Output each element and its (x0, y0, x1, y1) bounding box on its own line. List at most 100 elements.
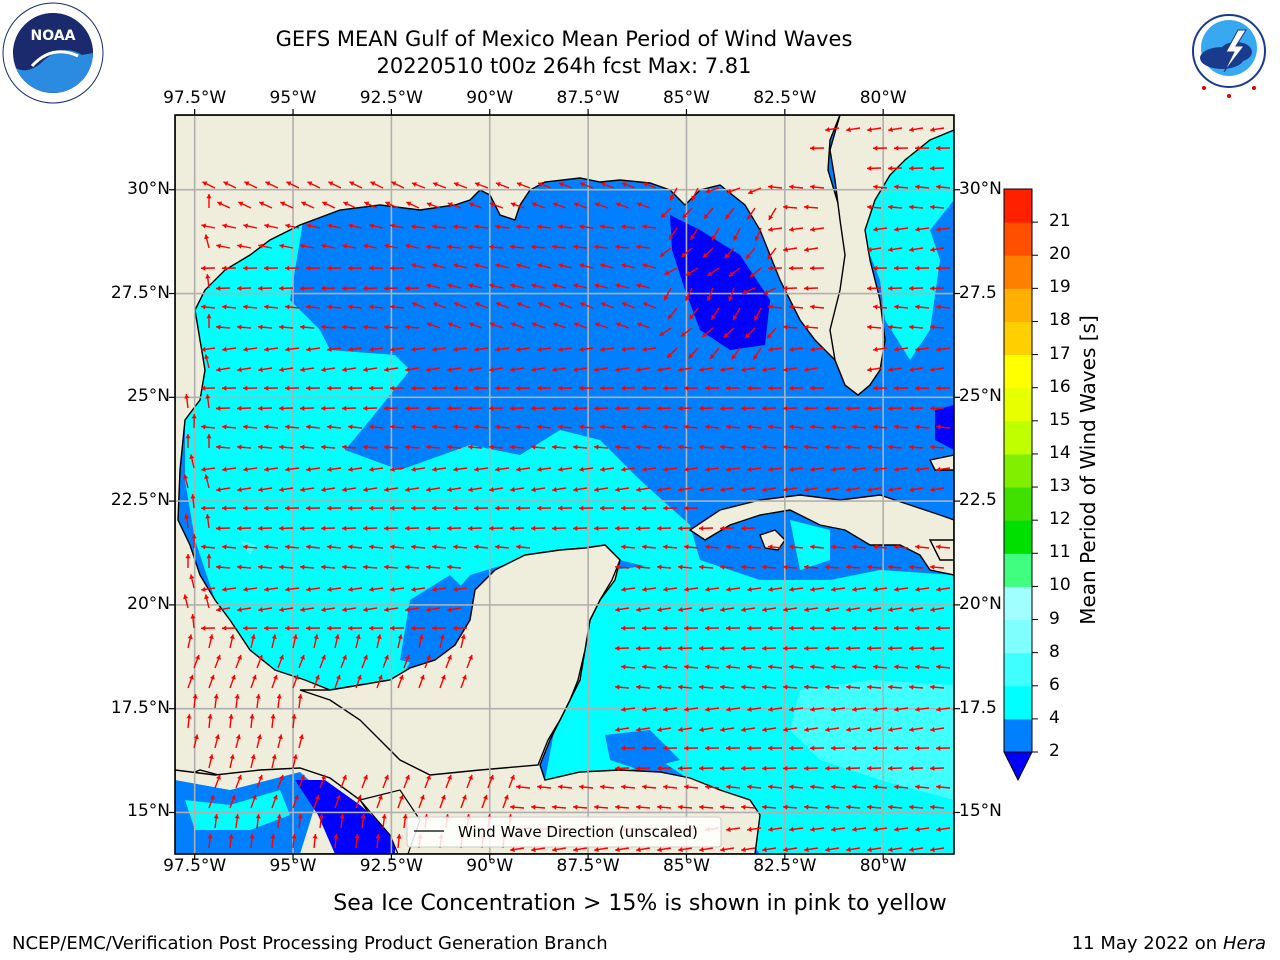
wind-wave-arrowhead (411, 302, 417, 307)
colorbar-segment (1004, 321, 1032, 356)
wind-wave-arrowhead (363, 405, 368, 411)
wind-wave-arrowhead (426, 405, 431, 411)
wind-wave-arrowhead (726, 544, 731, 550)
colorbar-tick-label: 11 (1049, 542, 1071, 563)
wind-wave-arrowhead (659, 251, 665, 257)
wind-wave-arrowhead (461, 794, 467, 800)
wind-wave-arrowhead (558, 346, 563, 352)
wind-wave-arrowhead (300, 285, 305, 291)
wind-wave-arrowhead (440, 674, 446, 680)
wind-wave-arrowhead (704, 213, 709, 219)
wind-wave-arrowhead (272, 794, 278, 800)
wind-wave-arrowhead (237, 444, 242, 450)
wind-wave-arrowhead (343, 201, 349, 207)
wind-wave-arrowhead (600, 424, 605, 430)
wind-wave-arrowhead (768, 625, 773, 631)
wind-wave-arrowhead (258, 654, 263, 660)
wind-wave-arrowhead (867, 444, 872, 450)
wind-wave-arrowhead (741, 804, 746, 810)
wind-wave-arrowhead (867, 405, 872, 411)
wind-wave-arrowhead (201, 385, 206, 391)
wind-wave-arrowhead (300, 366, 305, 373)
axis-ticks (169, 109, 960, 860)
wind-wave-arrowhead (474, 505, 479, 511)
wind-wave-arrowhead (447, 444, 452, 450)
wind-wave-arrowhead (286, 181, 292, 187)
wind-wave-arrowhead (205, 514, 211, 519)
wind-wave-arrowhead (642, 784, 647, 790)
wind-wave-arrowhead (915, 145, 920, 151)
wind-wave-arrowhead (594, 405, 599, 411)
wind-wave-arrowhead (185, 434, 191, 439)
wind-wave-arrowhead (426, 283, 432, 289)
wind-wave-arrowhead (495, 466, 500, 472)
wind-wave-arrowhead (306, 385, 311, 391)
wind-wave-arrowhead (391, 181, 397, 187)
wind-wave-arrowhead (293, 674, 299, 680)
wind-wave-arrowhead (185, 554, 191, 559)
wind-wave-arrowhead (230, 674, 236, 680)
wind-wave-arrowhead (689, 314, 695, 320)
wind-wave-arrowhead (390, 346, 395, 352)
wind-wave-arrowhead (573, 804, 578, 810)
lat-label-left: 30°N (127, 178, 170, 199)
wind-wave-arrowhead (573, 366, 578, 373)
wind-wave-arrowhead (831, 664, 836, 670)
wind-wave-arrowhead (201, 223, 207, 229)
wind-wave-arrowhead (705, 706, 710, 712)
wind-wave-arrowhead (213, 694, 219, 699)
wind-wave-arrowhead (670, 195, 675, 201)
wind-wave-arrowhead (335, 794, 341, 800)
wind-wave-arrowhead (621, 424, 626, 430)
wind-wave-arrowhead (552, 486, 557, 493)
wind-wave-arrowhead (300, 606, 305, 613)
wind-wave-arrowhead (825, 405, 830, 411)
wind-wave-arrowhead (300, 405, 305, 411)
lon-label-top: 85°W (662, 88, 710, 108)
wind-wave-arrowhead (516, 424, 521, 430)
wind-wave-arrowhead (243, 586, 248, 592)
wind-wave-arrowhead (292, 634, 298, 640)
wind-wave-arrowhead (405, 405, 410, 411)
wind-wave-arrowhead (201, 625, 206, 631)
wind-wave-arrowhead (342, 324, 347, 330)
wind-wave-arrowhead (867, 324, 872, 330)
wind-wave-arrowhead (728, 296, 734, 302)
wind-wave-arrowhead (279, 606, 284, 613)
wind-wave-arrowhead (385, 201, 391, 207)
wind-wave-arrowhead (468, 322, 474, 328)
wind-wave-arrowhead (390, 586, 395, 592)
wind-wave-arrowhead (867, 846, 872, 853)
wind-wave-arrowhead (342, 774, 347, 780)
wind-wave-arrowhead (516, 182, 522, 187)
wind-wave-arrowhead (636, 405, 641, 411)
wind-wave-arrowhead (258, 486, 263, 493)
wind-wave-arrowhead (237, 525, 242, 531)
wind-wave-arrowhead (411, 424, 416, 430)
wind-wave-arrowhead (804, 726, 809, 733)
wind-wave-arrowhead (280, 201, 286, 207)
wind-wave-arrowhead (936, 826, 941, 832)
wind-wave-arrowhead (867, 486, 872, 493)
wind-wave-arrowhead (873, 625, 878, 631)
wind-wave-arrowhead (726, 664, 731, 670)
wind-wave-direction-arrows (183, 126, 951, 853)
wind-wave-arrowhead (750, 272, 756, 277)
wind-wave-arrowhead (558, 385, 563, 391)
footer-branch: NCEP/EMC/Verification Post Processing Pr… (12, 933, 608, 954)
wind-wave-arrowhead (321, 654, 326, 660)
wind-wave-arrowhead (285, 424, 290, 430)
wind-wave-arrowhead (915, 826, 920, 832)
wind-wave-arrowhead (201, 265, 206, 271)
wind-wave-arrowhead (369, 424, 374, 430)
wind-wave-arrowhead (888, 846, 893, 853)
wind-wave-arrowhead (265, 181, 271, 187)
wind-wave-arrowhead (271, 754, 277, 760)
wind-wave-arrowhead (873, 304, 878, 310)
wind-wave-arrowhead (831, 745, 836, 751)
wind-wave-arrowhead (348, 544, 353, 550)
wind-wave-arrowhead (705, 424, 710, 430)
wind-wave-arrowhead (621, 182, 627, 187)
wind-wave-arrowhead (321, 606, 326, 613)
wind-wave-arrowhead (915, 586, 920, 592)
